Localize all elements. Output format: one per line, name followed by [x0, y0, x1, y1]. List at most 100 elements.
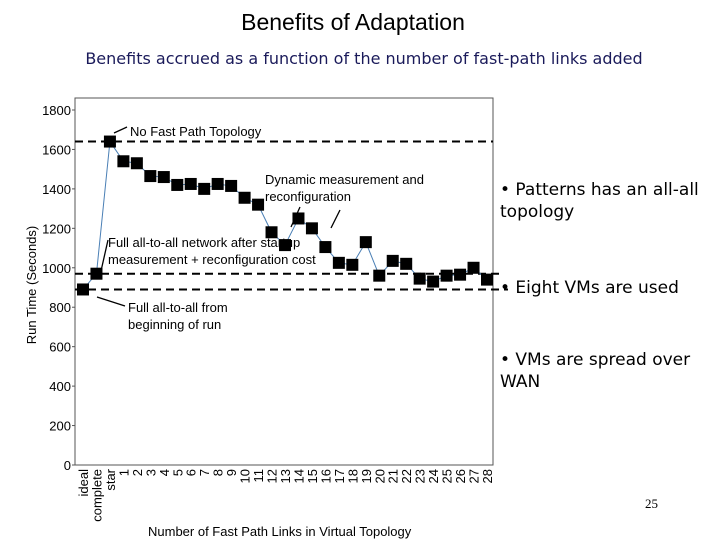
annotation: Full all-to-all network after startup: [108, 235, 300, 250]
x-tick-label: 21: [386, 469, 401, 483]
data-point: [440, 269, 453, 282]
bullets: • Patterns has an all-all topology • Eight…: [500, 180, 699, 392]
data-point: [198, 182, 211, 195]
x-tick-label: 19: [359, 469, 374, 483]
slide-subtitle: Benefits accrued as a function of the nu…: [85, 49, 642, 68]
y-tick-label: 1000: [42, 261, 71, 276]
y-tick-label: 200: [49, 419, 71, 434]
x-tick-label: ideal: [76, 469, 91, 497]
x-tick-label: 4: [157, 469, 172, 476]
x-tick-label: 25: [440, 469, 455, 483]
x-tick-label: 10: [238, 469, 253, 483]
data-point: [225, 179, 238, 192]
bullet-line: topology: [500, 202, 574, 222]
x-tick-label: 9: [224, 469, 239, 476]
x-tick-label: 24: [426, 469, 441, 483]
data-point: [77, 283, 89, 296]
x-tick-label: 27: [467, 469, 482, 483]
x-tick-label: 2: [130, 469, 145, 476]
arrow: [113, 126, 128, 134]
bullet-line: • VMs are spread over: [500, 350, 690, 370]
data-point: [211, 177, 224, 190]
data-point: [144, 170, 157, 183]
x-tick-label: 3: [143, 469, 158, 476]
x-tick-label: complete: [89, 469, 104, 522]
data-point: [171, 178, 184, 191]
x-tick-label: 17: [332, 469, 347, 483]
x-tick-label: 26: [453, 469, 468, 483]
data-point: [359, 236, 372, 249]
annotation: beginning of run: [128, 317, 221, 332]
data-point: [238, 191, 251, 204]
x-tick-label: 22: [399, 469, 414, 483]
bullet-line: • Eight VMs are used: [500, 278, 679, 298]
y-axis-title: Run Time (Seconds): [24, 226, 39, 345]
x-tick-label: 18: [345, 469, 360, 483]
data-point: [292, 212, 305, 225]
data-point: [279, 239, 291, 252]
annotation: reconfiguration: [265, 189, 351, 204]
data-point: [467, 261, 480, 274]
arrow: [96, 296, 126, 307]
y-tick-label: 1800: [42, 103, 71, 118]
data-point: [400, 257, 413, 270]
data-point: [130, 157, 143, 170]
chart: Number of Fast Path Links in Virtual Top…: [24, 97, 508, 539]
data-point: [454, 268, 467, 281]
x-tick-label: 13: [278, 469, 293, 483]
bullet-line: • Patterns has an all-all: [500, 180, 699, 200]
page-number: 25: [645, 496, 658, 511]
x-tick-label: 8: [211, 469, 226, 476]
x-tick-label: 6: [184, 469, 199, 476]
data-point: [386, 254, 399, 267]
x-tick-label: 5: [170, 469, 185, 476]
x-tick-label: 23: [413, 469, 428, 483]
slide-title: Benefits of Adaptation: [241, 9, 465, 35]
data-point: [184, 177, 197, 190]
data-point: [90, 267, 103, 280]
y-tick-label: 1400: [42, 182, 71, 197]
arrow: [100, 239, 109, 272]
bullet: • Patterns has an all-all topology: [500, 180, 699, 222]
x-tick-label: 20: [372, 469, 387, 483]
x-tick-label: star: [103, 468, 118, 490]
arrow: [330, 209, 341, 229]
x-tick-label: 14: [291, 469, 306, 483]
bullet: • Eight VMs are used: [500, 278, 679, 298]
annotation: No Fast Path Topology: [130, 124, 262, 139]
bullet-line: WAN: [500, 372, 540, 392]
y-tick-label: 600: [49, 340, 71, 355]
bullet: • VMs are spread over WAN: [500, 350, 690, 392]
x-tick-label: 16: [318, 469, 333, 483]
x-tick-label: 15: [305, 469, 320, 483]
y-tick-label: 1600: [42, 142, 71, 157]
annotation: Full all-to-all from: [128, 300, 228, 315]
data-point: [427, 275, 440, 288]
x-tick-label: 7: [197, 469, 212, 476]
y-tick-label: 800: [49, 300, 71, 315]
data-point: [373, 269, 386, 282]
annotation: Dynamic measurement and: [265, 172, 424, 187]
data-point: [332, 256, 345, 269]
y-tick-label: 0: [64, 458, 71, 473]
data-point: [265, 226, 278, 239]
data-point: [103, 135, 116, 148]
x-tick-label: 1: [116, 469, 131, 476]
data-point: [305, 222, 318, 235]
y-tick-label: 400: [49, 379, 71, 394]
x-axis-title: Number of Fast Path Links in Virtual Top…: [148, 524, 412, 539]
data-point: [346, 258, 359, 271]
data-point: [413, 272, 426, 285]
data-point: [117, 155, 130, 168]
x-tick-label: 11: [251, 469, 266, 483]
x-tick-label: 28: [480, 469, 495, 483]
data-point: [157, 171, 170, 184]
annotation: measurement + reconfiguration cost: [108, 252, 316, 267]
x-tick-label: 12: [265, 469, 280, 483]
data-point: [319, 241, 332, 254]
data-point: [481, 273, 493, 286]
y-tick-label: 1200: [42, 221, 71, 236]
data-point: [252, 198, 265, 211]
